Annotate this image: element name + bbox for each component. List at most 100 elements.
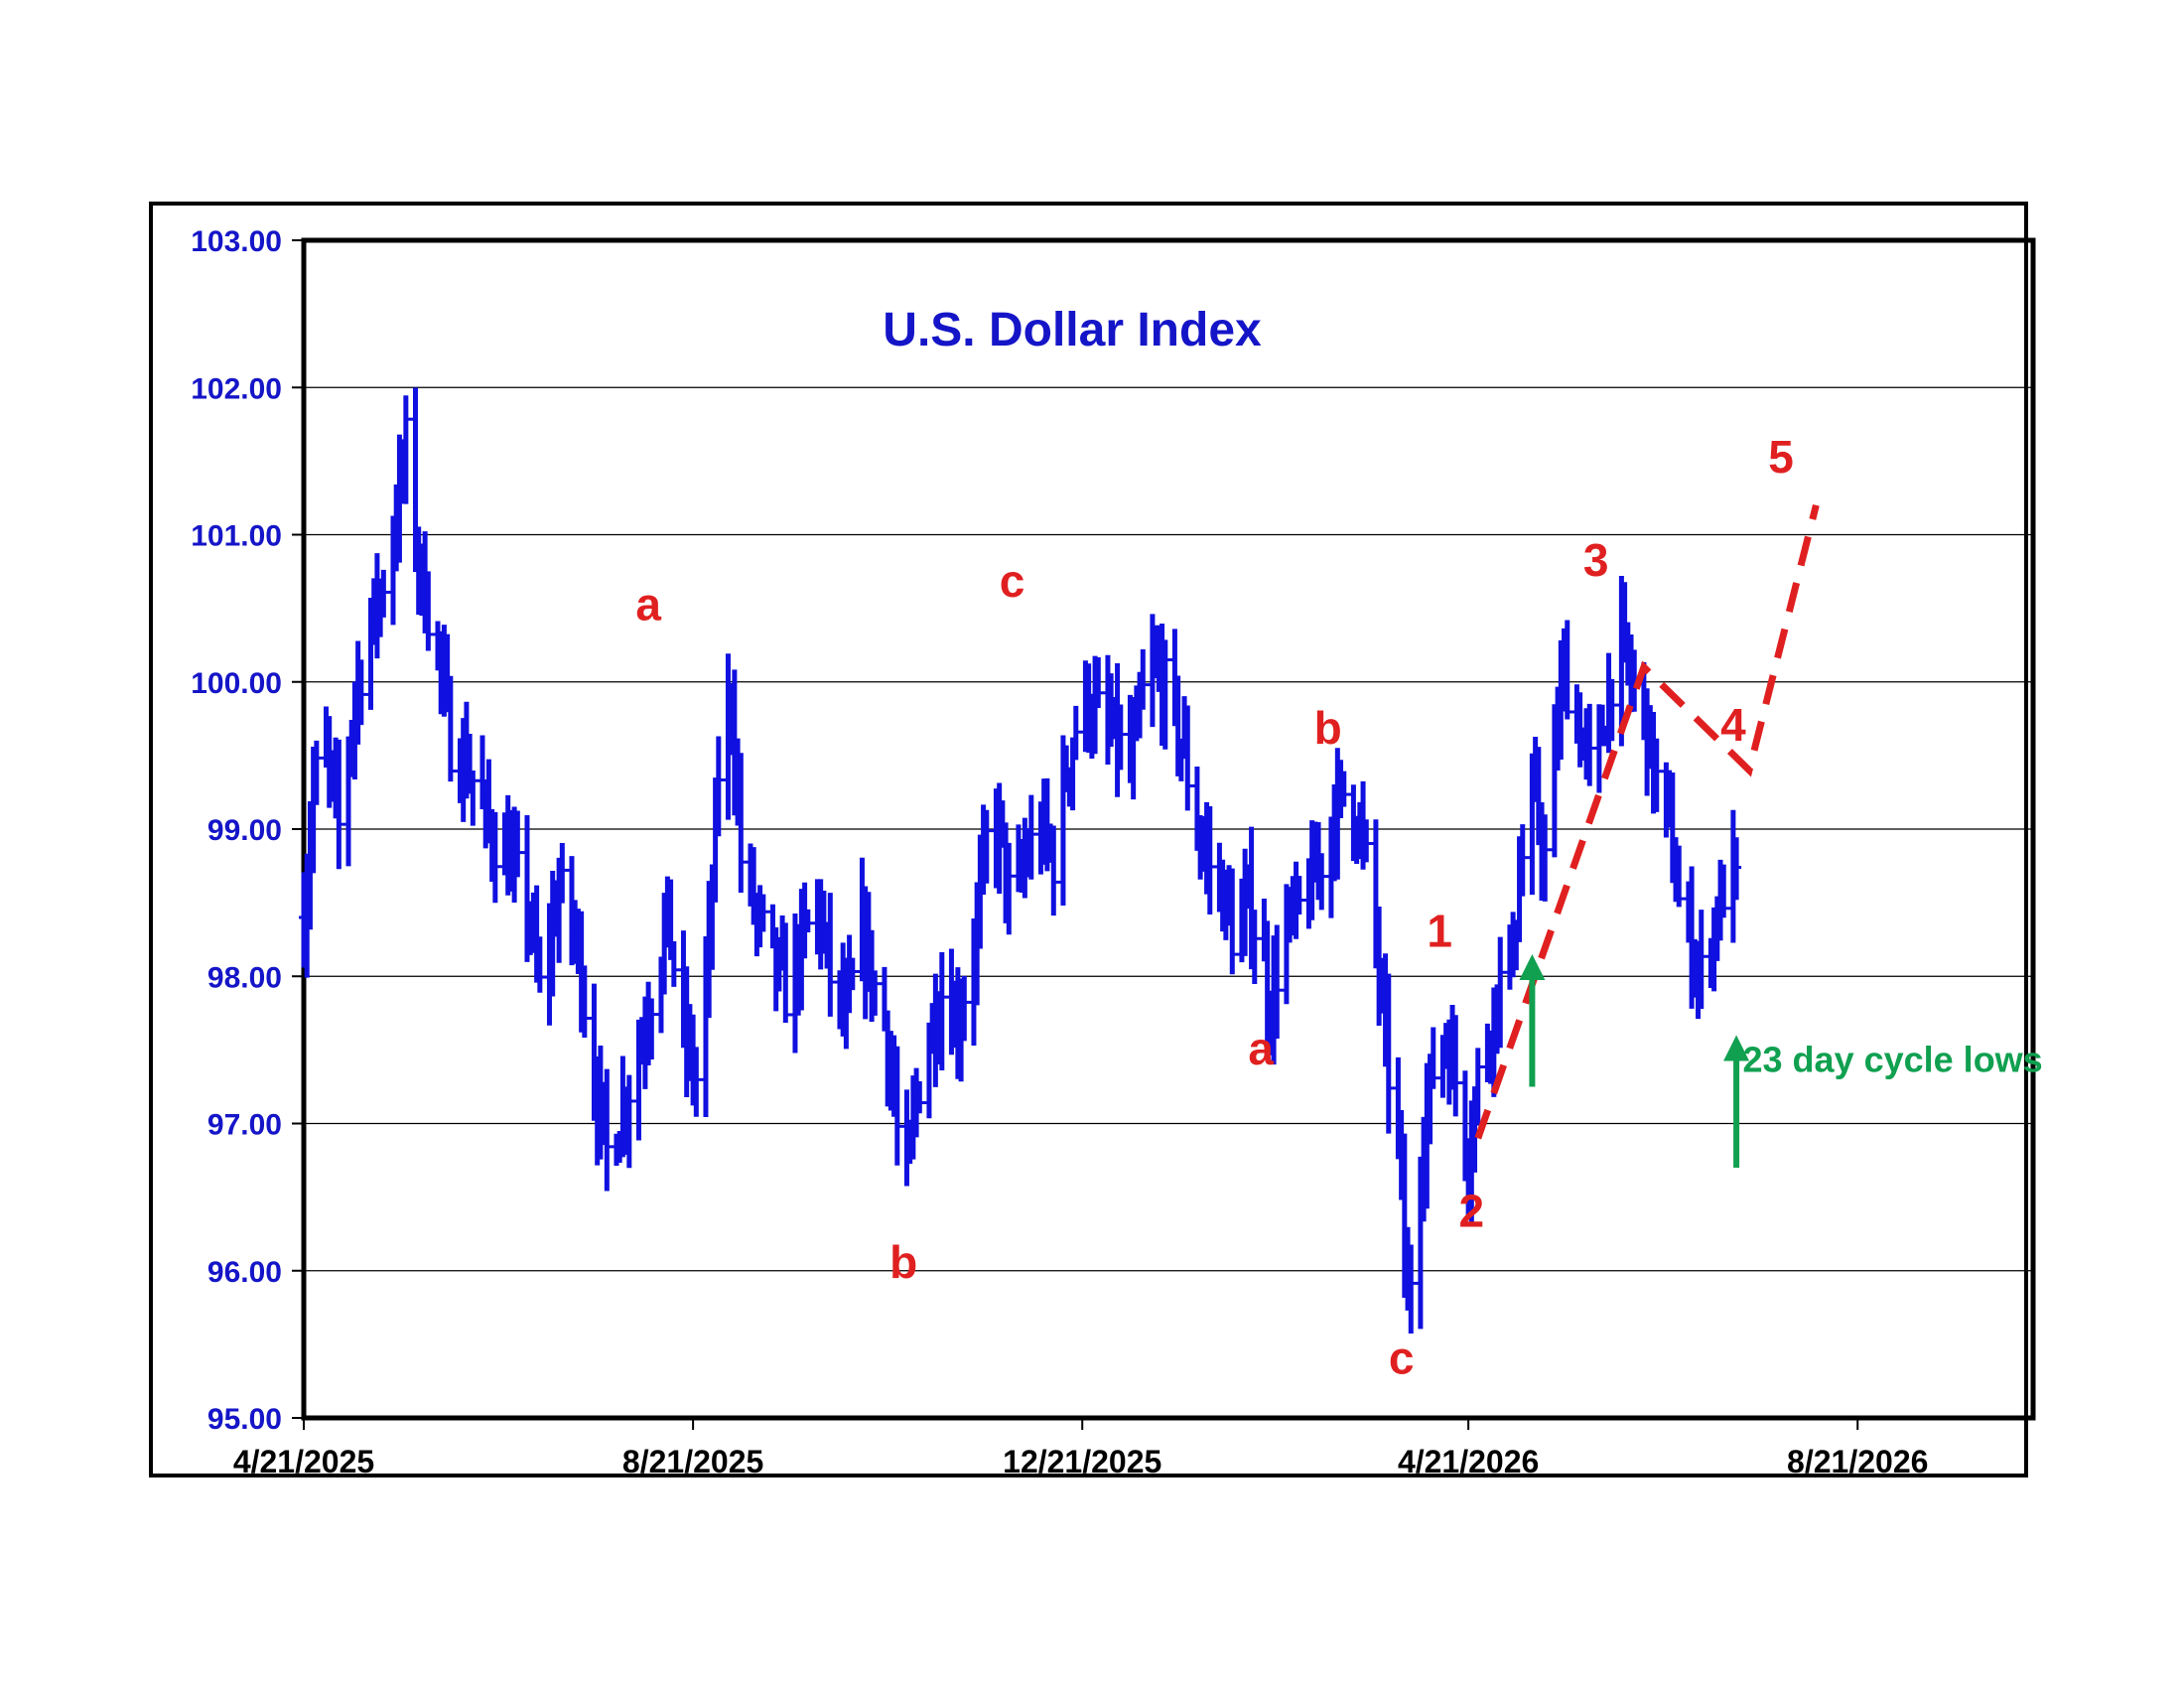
price-bar — [780, 922, 791, 1024]
price-bar — [1160, 639, 1170, 750]
price-bar — [355, 659, 366, 726]
price-bar — [602, 1068, 613, 1192]
price-bar — [1070, 705, 1081, 761]
cycle-arrow — [1519, 954, 1546, 1087]
price-bar — [1383, 973, 1394, 1134]
cycle-arrow — [1723, 1035, 1750, 1168]
price-bar — [378, 569, 389, 618]
price-bar — [713, 736, 724, 837]
y-tick-label: 96.00 — [207, 1256, 282, 1289]
x-tick-label: 8/21/2026 — [1787, 1444, 1928, 1479]
price-bar — [1540, 814, 1551, 902]
price-bar — [1272, 924, 1283, 1040]
price-series — [299, 387, 1742, 1334]
wave-labels: a b c a b c 1 2 3 4 5 — [635, 431, 1794, 1383]
price-bar — [468, 771, 478, 826]
price-bar — [1093, 656, 1104, 709]
chart-title: U.S. Dollar Index — [883, 304, 1262, 356]
price-bar — [1562, 620, 1572, 720]
price-bar — [623, 1074, 634, 1169]
price-bar — [736, 753, 747, 893]
price-bar — [1048, 825, 1059, 916]
cycle-label: 23 day cycle lows — [1743, 1040, 2043, 1080]
price-bar — [1204, 806, 1215, 915]
axis-ticks: 95.00 96.00 97.00 98.00 99.00 100.00 101.00 102… — [191, 225, 1928, 1479]
price-bar — [1718, 864, 1729, 918]
price-bar — [802, 909, 813, 933]
price-bar — [1025, 794, 1036, 880]
price-bar — [668, 941, 679, 987]
price-bar — [311, 740, 322, 805]
price-bar — [1495, 936, 1506, 1049]
price-bar — [1138, 648, 1149, 710]
price-bar — [1182, 705, 1193, 811]
y-tick-label: 100.00 — [191, 667, 282, 700]
price-bar — [489, 811, 500, 904]
wave-label: b — [889, 1236, 917, 1288]
price-bar — [1584, 703, 1595, 786]
cycle-arrows — [1519, 954, 1750, 1168]
price-bar — [691, 1047, 702, 1117]
y-tick-label: 97.00 — [207, 1109, 282, 1142]
price-bar — [1294, 876, 1304, 915]
price-bar — [936, 952, 947, 1071]
price-bar — [1472, 1048, 1483, 1126]
y-tick-label: 95.00 — [207, 1403, 282, 1436]
price-bar — [400, 395, 411, 504]
price-bar — [1406, 1244, 1417, 1334]
price-bar — [1115, 704, 1126, 771]
x-tick-label: 4/21/2026 — [1398, 1444, 1539, 1479]
y-tick-label: 99.00 — [207, 814, 282, 847]
x-tick-label: 4/21/2025 — [233, 1444, 374, 1479]
wave-label: 4 — [1720, 699, 1746, 751]
price-bar — [1674, 845, 1685, 908]
wave-label: a — [635, 578, 661, 630]
wave-label: 2 — [1459, 1185, 1485, 1236]
price-bar — [579, 965, 590, 1038]
price-bar — [1428, 1027, 1438, 1089]
price-bar — [1316, 853, 1327, 911]
chart-frame — [149, 202, 2028, 1477]
y-tick-label: 103.00 — [191, 225, 282, 258]
price-bar — [825, 893, 836, 1017]
price-bar — [1517, 824, 1528, 897]
grid-lines — [304, 239, 2033, 1419]
x-tick-label: 12/21/2025 — [1003, 1444, 1161, 1479]
wave-label: c — [1389, 1333, 1415, 1384]
price-bar — [914, 1080, 925, 1114]
price-bar — [1696, 910, 1706, 1010]
projection-line — [1474, 503, 1820, 1140]
price-bar — [534, 936, 545, 993]
price-bar — [557, 843, 568, 904]
price-bar — [1004, 842, 1015, 935]
price-bar — [1606, 678, 1617, 742]
price-bar — [959, 975, 970, 1042]
wave-label: 5 — [1768, 431, 1794, 483]
price-bar — [1338, 771, 1349, 807]
price-bar — [445, 675, 456, 782]
y-tick-label: 98.00 — [207, 961, 282, 994]
y-tick-label: 102.00 — [191, 372, 282, 405]
wave-label: a — [1248, 1023, 1274, 1074]
wave-label: 3 — [1583, 534, 1609, 586]
price-bar — [1450, 1015, 1461, 1117]
x-tick-label: 8/21/2025 — [622, 1444, 763, 1479]
price-bar — [847, 957, 858, 991]
price-bar — [1651, 738, 1662, 812]
price-bar — [870, 970, 881, 1016]
price-bar — [1731, 837, 1742, 901]
wave-label: 1 — [1427, 906, 1452, 957]
price-bar — [512, 810, 523, 878]
price-bar — [757, 894, 768, 932]
price-bar — [1249, 910, 1260, 985]
price-bar — [891, 1046, 902, 1166]
price-bar — [981, 809, 992, 884]
wave-label: b — [1314, 702, 1342, 754]
price-bar — [423, 571, 434, 651]
price-bar — [1227, 868, 1238, 975]
price-bar — [334, 739, 344, 870]
y-tick-label: 101.00 — [191, 520, 282, 553]
price-bar — [1361, 819, 1372, 863]
price-bar — [646, 998, 657, 1059]
